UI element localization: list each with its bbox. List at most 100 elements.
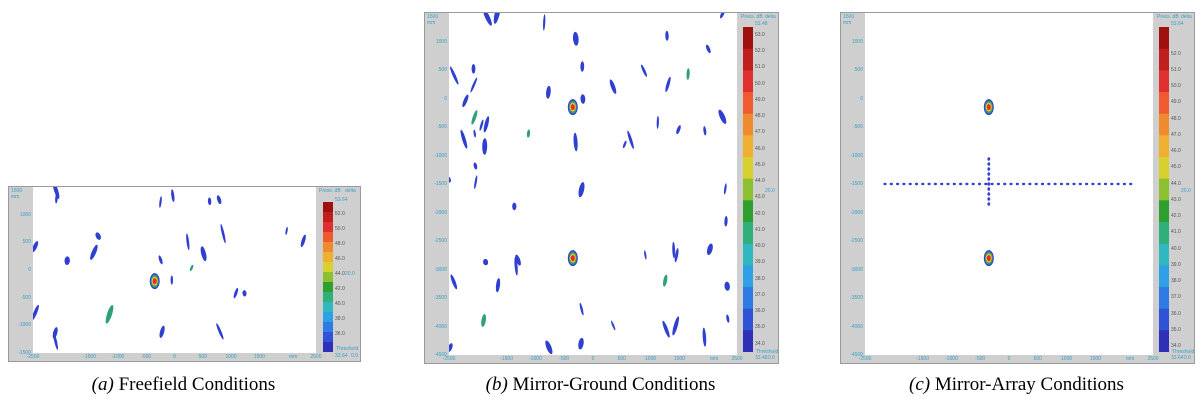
x-tick-label: -2500 — [442, 356, 456, 362]
noise-blob — [578, 182, 585, 198]
panel-c-plot — [865, 13, 1153, 355]
noise-blob — [720, 13, 726, 19]
colorbar-segment — [323, 212, 333, 223]
x-tick-label: -1000 — [528, 356, 542, 362]
colorbar-segment — [1159, 287, 1169, 310]
colorbar-tick-label: 36.0 — [755, 308, 765, 314]
x-tick-label: 0 — [173, 354, 176, 360]
source-hotspot — [152, 278, 157, 285]
colorbar-tick-label: 49.0 — [755, 96, 765, 103]
panel-a: 1500 mm Press. dB delta 53.64 20.0 Thres… — [8, 186, 361, 362]
noise-blob — [207, 197, 212, 206]
colorbar-tick-label: 52.0 — [335, 211, 345, 218]
sidelobe-dot — [1129, 182, 1133, 186]
sidelobe-dot — [921, 182, 925, 186]
panel-c-map — [883, 99, 1133, 267]
sidelobe-dot — [1072, 182, 1076, 186]
noise-blob — [674, 248, 679, 263]
sidelobe-dot — [971, 182, 975, 186]
source-hotspot — [570, 255, 575, 262]
panel-c-header-right: delta — [1181, 14, 1192, 20]
sidelobe-dot — [1053, 182, 1057, 186]
sidelobe-dot — [987, 182, 991, 186]
panel-c-threshold-label: Threshold — [1172, 349, 1195, 355]
y-tick-label: 0 — [444, 95, 447, 102]
noise-blob — [644, 250, 647, 260]
noise-blob — [481, 314, 486, 327]
noise-blob — [656, 115, 659, 129]
colorbar-tick-label: 38.0 — [335, 316, 345, 323]
caption-b-label: (b) — [485, 374, 508, 395]
noise-blob — [479, 119, 484, 131]
sidelobe-dot — [987, 167, 991, 171]
noise-blob — [470, 77, 478, 93]
sidelobe-dot — [987, 187, 991, 191]
x-tick-label: -1500 — [500, 356, 513, 362]
colorbar-segment — [323, 202, 333, 213]
sidelobe-dot — [908, 182, 912, 186]
y-tick-label: -1500 — [434, 181, 447, 187]
colorbar-segment — [323, 322, 333, 333]
y-tick-label: -2000 — [850, 209, 863, 216]
sidelobe-dot — [1047, 182, 1051, 186]
colorbar-tick-label: 35.0 — [755, 324, 765, 331]
colorbar-tick-label: 51.0 — [1171, 66, 1181, 73]
colorbar-segment — [743, 178, 753, 201]
sidelobe-dot — [933, 182, 937, 186]
panel-a-min: 33.64 — [335, 353, 348, 359]
colorbar-tick-label: 34.0 — [1171, 343, 1181, 350]
colorbar-segment — [743, 200, 753, 223]
noise-blob — [672, 241, 676, 259]
noise-blob — [663, 274, 668, 287]
sidelobe-dot — [1078, 182, 1082, 186]
y-tick-label: 500 — [22, 239, 31, 246]
y-tick-label: -4500 — [434, 352, 447, 358]
colorbar-segment — [743, 243, 753, 266]
noise-blob — [515, 254, 521, 266]
sidelobe-dot — [946, 182, 950, 186]
noise-blob — [665, 30, 669, 41]
y-tick-label: -1000 — [850, 152, 863, 159]
colorbar-tick-label: 46.0 — [755, 145, 765, 152]
noise-blob — [726, 314, 730, 323]
sidelobe-dot — [1040, 182, 1045, 186]
noise-blob — [580, 94, 586, 104]
noise-blob — [578, 337, 584, 350]
noise-blob — [220, 223, 226, 244]
noise-blob — [526, 129, 531, 138]
noise-blob — [482, 138, 488, 155]
colorbar-segment — [743, 70, 753, 93]
noise-blob — [471, 110, 478, 125]
colorbar-tick-label: 43.0 — [1171, 196, 1181, 203]
noise-blob — [723, 183, 727, 195]
sidelobe-dot — [1116, 182, 1120, 186]
panel-b-colorbar — [743, 27, 753, 352]
noise-blob — [579, 302, 584, 316]
colorbar-tick-label: 52.0 — [755, 48, 765, 54]
noise-blob — [546, 85, 551, 99]
noise-blob — [471, 64, 476, 74]
panel-b-header-right: delta — [765, 14, 776, 20]
noise-blob — [483, 116, 490, 133]
colorbar-segment — [1159, 222, 1169, 245]
noise-blob — [189, 264, 194, 272]
colorbar-tick-label: 40.0 — [335, 301, 345, 308]
panel-a-max: 53.64 — [335, 197, 348, 203]
colorbar-segment — [743, 330, 753, 352]
colorbar-segment — [1159, 308, 1169, 331]
panel-c-max: 53.64 — [1171, 21, 1184, 27]
y-tick-label: -3000 — [434, 266, 447, 273]
caption-b: (b) Mirror-Ground Conditions — [424, 374, 777, 396]
y-tick-label: 500 — [854, 67, 863, 73]
y-tick-label: -3500 — [850, 295, 863, 301]
colorbar-tick-label: 50.0 — [335, 226, 345, 233]
noise-blob — [483, 258, 489, 266]
noise-blob — [158, 255, 163, 265]
colorbar-tick-label: 51.0 — [755, 64, 765, 71]
x-tick-label: 0 — [591, 356, 595, 362]
colorbar-tick-label: 42.0 — [335, 286, 345, 293]
colorbar-tick-label: 44.0 — [755, 178, 765, 184]
colorbar-tick-label: 40.0 — [755, 243, 765, 249]
sidelobe-dot — [1059, 182, 1063, 186]
noise-blob — [449, 343, 453, 353]
